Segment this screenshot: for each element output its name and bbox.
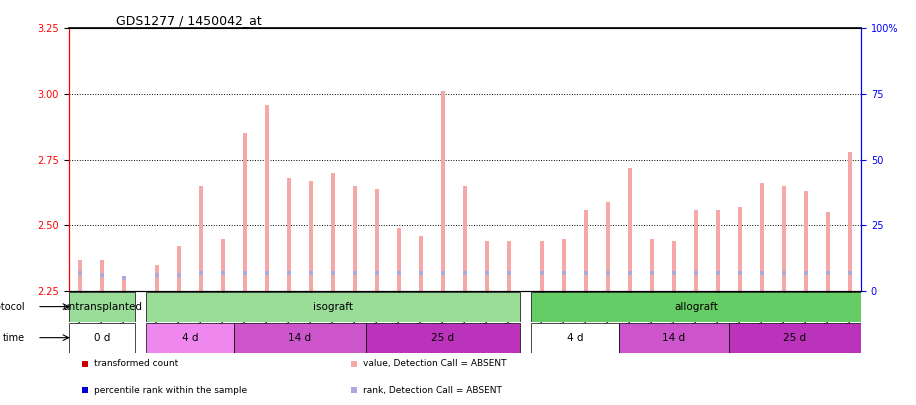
Text: value, Detection Call = ABSENT: value, Detection Call = ABSENT bbox=[364, 359, 507, 368]
Text: 14 d: 14 d bbox=[662, 333, 685, 343]
Bar bbox=[199, 186, 202, 291]
Bar bbox=[672, 241, 676, 291]
Bar bbox=[69, 323, 135, 353]
Text: protocol: protocol bbox=[0, 302, 25, 311]
Text: 4 d: 4 d bbox=[181, 333, 198, 343]
Bar bbox=[540, 241, 544, 291]
Bar bbox=[365, 323, 520, 353]
Bar bbox=[177, 246, 180, 291]
Bar bbox=[531, 323, 619, 353]
Text: allograft: allograft bbox=[674, 302, 718, 311]
Bar bbox=[507, 241, 511, 291]
Bar bbox=[234, 323, 365, 353]
Bar bbox=[583, 210, 588, 291]
Bar bbox=[397, 228, 401, 291]
Bar bbox=[848, 152, 852, 291]
Bar bbox=[606, 202, 610, 291]
Bar bbox=[738, 207, 742, 291]
Bar bbox=[694, 210, 698, 291]
Text: percentile rank within the sample: percentile rank within the sample bbox=[94, 386, 247, 395]
Bar bbox=[353, 186, 357, 291]
Bar bbox=[729, 323, 861, 353]
Bar bbox=[69, 292, 135, 322]
Text: GDS1277 / 1450042_at: GDS1277 / 1450042_at bbox=[116, 14, 262, 27]
Bar bbox=[716, 210, 720, 291]
Bar bbox=[265, 104, 268, 291]
Bar bbox=[243, 133, 246, 291]
Bar bbox=[146, 292, 520, 322]
Bar bbox=[375, 189, 379, 291]
Bar bbox=[221, 239, 224, 291]
Bar bbox=[804, 191, 808, 291]
Bar bbox=[485, 241, 489, 291]
Bar bbox=[146, 323, 234, 353]
Text: time: time bbox=[3, 333, 25, 343]
Bar bbox=[309, 181, 312, 291]
Bar bbox=[331, 173, 334, 291]
Bar bbox=[760, 183, 764, 291]
Text: 0 d: 0 d bbox=[93, 333, 110, 343]
Text: transformed count: transformed count bbox=[94, 359, 179, 368]
Text: 25 d: 25 d bbox=[783, 333, 807, 343]
Bar bbox=[78, 260, 82, 291]
Bar bbox=[463, 186, 467, 291]
Text: 14 d: 14 d bbox=[289, 333, 311, 343]
Bar bbox=[782, 186, 786, 291]
Bar bbox=[287, 178, 290, 291]
Text: rank, Detection Call = ABSENT: rank, Detection Call = ABSENT bbox=[364, 386, 502, 395]
Bar bbox=[100, 260, 104, 291]
Text: untransplanted: untransplanted bbox=[61, 302, 142, 311]
Text: isograft: isograft bbox=[312, 302, 353, 311]
Bar bbox=[562, 239, 566, 291]
Bar bbox=[650, 239, 654, 291]
Bar bbox=[419, 236, 423, 291]
Bar bbox=[628, 168, 632, 291]
Bar bbox=[441, 92, 445, 291]
Bar bbox=[619, 323, 729, 353]
Bar bbox=[155, 265, 158, 291]
Bar bbox=[531, 292, 861, 322]
Bar bbox=[122, 278, 125, 291]
Bar bbox=[826, 212, 830, 291]
Text: 4 d: 4 d bbox=[567, 333, 583, 343]
Text: 25 d: 25 d bbox=[431, 333, 454, 343]
